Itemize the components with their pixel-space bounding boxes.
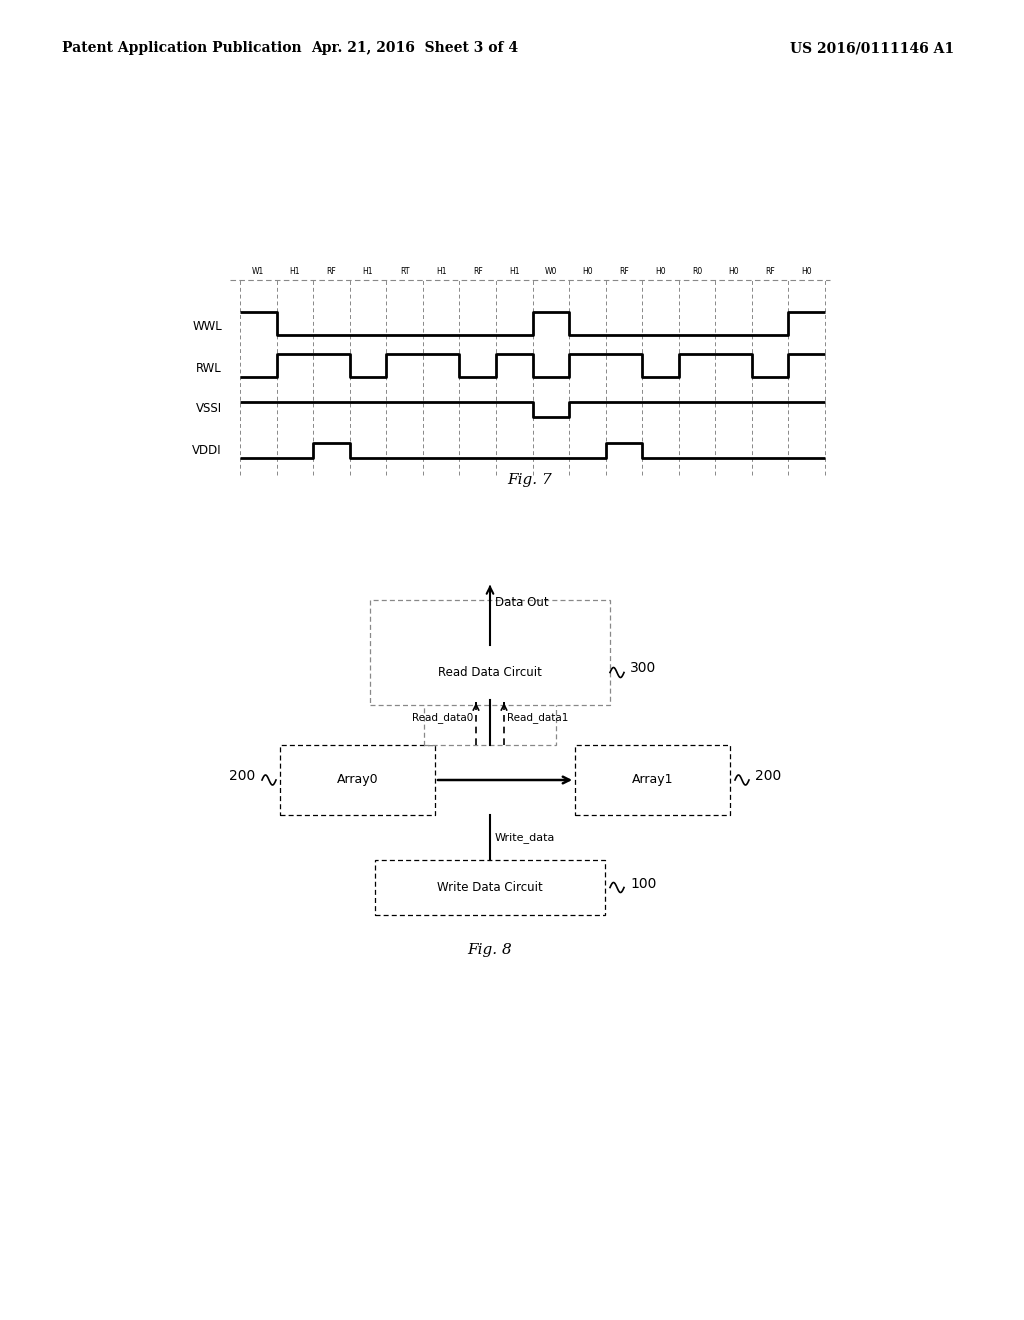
Text: H0: H0 [802, 267, 812, 276]
Text: Read_data0: Read_data0 [412, 711, 473, 723]
Text: H1: H1 [362, 267, 373, 276]
FancyBboxPatch shape [370, 601, 610, 705]
Text: H0: H0 [655, 267, 666, 276]
FancyBboxPatch shape [280, 744, 435, 814]
Text: RF: RF [327, 267, 336, 276]
Text: RF: RF [620, 267, 629, 276]
Text: H0: H0 [728, 267, 739, 276]
Text: W0: W0 [545, 267, 557, 276]
Text: RT: RT [399, 267, 410, 276]
Text: Data Out: Data Out [495, 595, 549, 609]
Text: Fig. 7: Fig. 7 [508, 473, 552, 487]
Text: Write Data Circuit: Write Data Circuit [437, 880, 543, 894]
Text: H1: H1 [436, 267, 446, 276]
FancyBboxPatch shape [575, 744, 730, 814]
Text: WWL: WWL [193, 321, 222, 334]
Text: VSSI: VSSI [196, 403, 222, 416]
Text: RF: RF [473, 267, 482, 276]
Text: Write_data: Write_data [495, 832, 555, 843]
Text: H0: H0 [582, 267, 593, 276]
FancyBboxPatch shape [375, 645, 605, 700]
Text: RWL: RWL [197, 363, 222, 375]
FancyBboxPatch shape [375, 861, 605, 915]
Text: US 2016/0111146 A1: US 2016/0111146 A1 [790, 41, 954, 55]
Text: Array1: Array1 [632, 774, 673, 787]
Text: Apr. 21, 2016  Sheet 3 of 4: Apr. 21, 2016 Sheet 3 of 4 [311, 41, 518, 55]
Text: RF: RF [765, 267, 775, 276]
Text: 200: 200 [755, 770, 781, 783]
Text: W1: W1 [252, 267, 264, 276]
Text: H1: H1 [290, 267, 300, 276]
Text: H1: H1 [509, 267, 519, 276]
Text: VDDI: VDDI [193, 444, 222, 457]
Text: Read_data1: Read_data1 [507, 711, 568, 723]
Text: 200: 200 [228, 770, 255, 783]
Text: 300: 300 [630, 661, 656, 676]
Text: Array0: Array0 [337, 774, 378, 787]
Text: Patent Application Publication: Patent Application Publication [62, 41, 302, 55]
FancyBboxPatch shape [424, 700, 556, 744]
Text: 100: 100 [630, 876, 656, 891]
Text: Fig. 8: Fig. 8 [468, 942, 512, 957]
Text: R0: R0 [692, 267, 702, 276]
Text: Read Data Circuit: Read Data Circuit [438, 667, 542, 678]
